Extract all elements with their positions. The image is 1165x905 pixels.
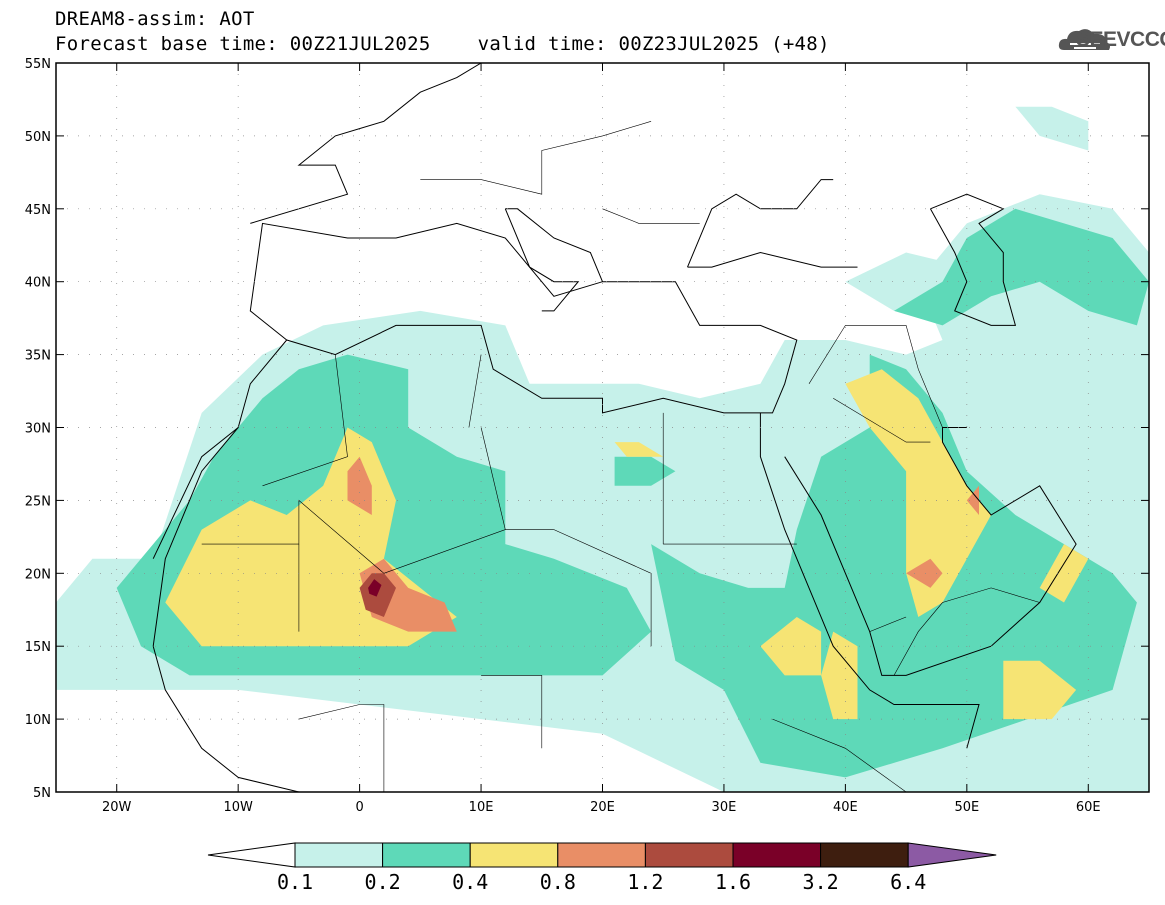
coastline: [929, 193, 1017, 326]
aot-level-1.6: [368, 579, 382, 597]
colorbar-segment: [469, 842, 559, 868]
lon-tick-label: 10W: [223, 800, 253, 815]
lon-tick-label: 40E: [833, 800, 858, 815]
aot-zone: [614, 456, 676, 486]
aot-zone: [821, 631, 858, 720]
border: [420, 121, 652, 195]
aot-zone: [1039, 544, 1089, 603]
border: [833, 398, 931, 443]
border: [893, 587, 1040, 676]
logo-text: SEEVCCC: [1076, 28, 1165, 51]
aot-zone: [906, 558, 943, 588]
aot-fields: [56, 63, 1149, 792]
lat-tick-label: 50N: [25, 130, 51, 145]
lon-tick-label: 50E: [954, 800, 979, 815]
border: [298, 704, 385, 792]
aot-zone: [359, 573, 396, 617]
lat-tick-label: 30N: [25, 422, 51, 437]
border: [553, 529, 652, 647]
border: [481, 675, 543, 749]
colorbar-segment: [644, 842, 734, 868]
cloud-icon: [1058, 29, 1110, 50]
border: [201, 499, 385, 574]
lat-tick-label: 5N: [33, 786, 51, 801]
colorbar-label: 0.2: [365, 870, 401, 894]
border: [772, 718, 907, 792]
aot-zone: [966, 485, 979, 515]
aot-zone: [760, 617, 822, 676]
aot-zone: [845, 369, 992, 617]
coastline: [504, 208, 580, 312]
aot-zone: [1003, 660, 1077, 720]
border: [808, 325, 943, 428]
lon-tick-label: 20E: [590, 800, 615, 815]
border: [480, 427, 506, 530]
border: [869, 616, 907, 632]
colorbar-label: 0.8: [540, 870, 576, 894]
border: [468, 354, 482, 428]
colorbar: 0.1 0.2 0.4 0.8 1.2 1.6 3.2 6.4: [207, 842, 997, 894]
lon-tick-label: 60E: [1076, 800, 1101, 815]
aot-zone: [1015, 106, 1089, 151]
title-line-2: Forecast base time: 00Z21JUL2025 valid t…: [55, 33, 830, 55]
map-grid: [56, 63, 1149, 792]
lat-tick-label: 10N: [25, 713, 51, 728]
colorbar-segment: [820, 842, 909, 868]
colorbar-segment: [294, 842, 384, 868]
coastline: [250, 63, 482, 224]
aot-level-1.2: [359, 573, 396, 617]
coastline: [152, 427, 239, 559]
lat-tick-label: 55N: [25, 57, 51, 72]
colorbar-label: 6.4: [890, 870, 926, 894]
colorbar-label: 1.2: [627, 870, 663, 894]
lat-tick-label: 35N: [25, 349, 51, 364]
colorbar-segment: [557, 842, 646, 868]
axis-ticks: 55N 50N 45N 40N 35N 30N 25N 20N 15N 10N 5N 20W 10W 0 1…: [25, 57, 1149, 815]
border: [602, 208, 700, 224]
colorbar-segment: [732, 842, 822, 868]
colorbar-arrow-high: [907, 842, 997, 868]
lat-tick-label: 20N: [25, 567, 51, 582]
lat-tick-label: 40N: [25, 276, 51, 291]
lon-tick-label: 30E: [712, 800, 737, 815]
lon-tick-label: 0: [355, 800, 363, 815]
colorbar-label: 0.1: [277, 870, 313, 894]
colorbar-segment: [382, 842, 471, 868]
coastline: [687, 251, 858, 268]
coastlines: [152, 63, 1077, 792]
aot-zone: [368, 579, 382, 597]
aot-zone: [614, 442, 664, 457]
colorbar-label: 1.6: [715, 870, 751, 894]
lon-tick-label: 10E: [469, 800, 494, 815]
border: [262, 354, 348, 487]
coastline: [687, 179, 834, 268]
aot-zone: [894, 208, 1149, 326]
colorbar-arrow-low: [207, 842, 296, 868]
lat-tick-label: 15N: [25, 640, 51, 655]
coastline: [152, 222, 798, 647]
coastline: [505, 208, 603, 282]
lat-tick-label: 45N: [25, 203, 51, 218]
coastline: [152, 646, 300, 792]
colorbar-label: 3.2: [803, 870, 839, 894]
title-line-1: DREAM8-assim: AOT: [55, 8, 255, 30]
colorbar-label: 0.4: [452, 870, 488, 894]
coastline: [759, 412, 980, 749]
lon-tick-label: 20W: [102, 800, 132, 815]
lat-tick-label: 25N: [25, 494, 51, 509]
